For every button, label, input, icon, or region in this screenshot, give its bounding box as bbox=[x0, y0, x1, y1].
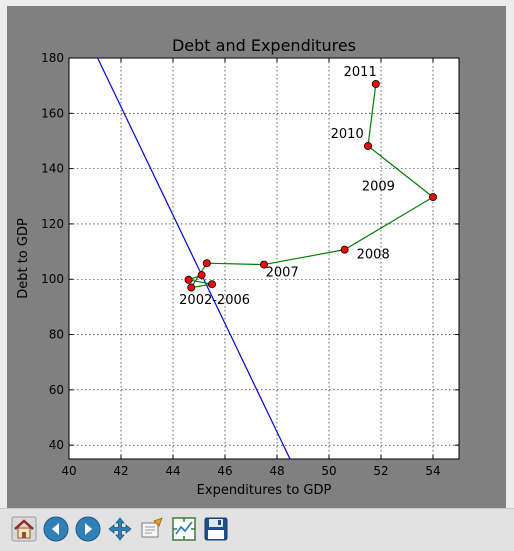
year-annotation: 2009 bbox=[362, 180, 395, 195]
year-annotation: 2007 bbox=[266, 265, 299, 280]
series-layer bbox=[97, 58, 437, 459]
data-point bbox=[197, 271, 206, 280]
axis-ticks: 40 42 44 46 48 50 52 54 40 60 80 100 120 140 160 180 bbox=[41, 51, 459, 478]
home-icon bbox=[11, 516, 37, 542]
figure-canvas: 40 42 44 46 48 50 52 54 40 60 80 100 120 140 160 180 20… bbox=[7, 6, 506, 508]
annotations: 2002-2006 2007 2008 2009 2010 2011 bbox=[179, 65, 395, 308]
x-axis-label: Expenditures to GDP bbox=[197, 483, 332, 498]
back-button[interactable] bbox=[42, 515, 70, 543]
year-annotation: 2008 bbox=[357, 248, 390, 263]
series-0-line bbox=[97, 58, 291, 459]
chart-title: Debt and Expenditures bbox=[172, 36, 356, 55]
floppy-disk-icon bbox=[204, 517, 228, 541]
x-tick-label: 54 bbox=[425, 464, 440, 478]
forward-button[interactable] bbox=[74, 515, 102, 543]
data-point bbox=[363, 141, 372, 150]
subplots-icon bbox=[172, 517, 196, 541]
x-tick-label: 42 bbox=[113, 464, 128, 478]
move-icon bbox=[108, 517, 132, 541]
y-tick-label: 160 bbox=[41, 106, 64, 120]
y-tick-label: 80 bbox=[49, 328, 64, 342]
data-point bbox=[428, 193, 437, 202]
y-tick-label: 180 bbox=[41, 51, 64, 65]
zoom-rect-icon bbox=[141, 517, 163, 538]
series-1-line bbox=[186, 83, 435, 289]
data-point bbox=[259, 260, 268, 269]
back-arrow-icon bbox=[43, 516, 69, 542]
data-point bbox=[371, 79, 380, 88]
grid bbox=[69, 58, 459, 459]
y-tick-label: 120 bbox=[41, 217, 64, 231]
y-tick-label: 140 bbox=[41, 162, 64, 176]
home-button[interactable] bbox=[10, 515, 38, 543]
y-tick-label: 40 bbox=[49, 438, 64, 452]
plot-area bbox=[68, 57, 460, 460]
year-annotation: 2010 bbox=[331, 127, 364, 142]
x-tick-label: 40 bbox=[61, 464, 76, 478]
zoom-button[interactable] bbox=[138, 515, 166, 543]
x-tick-label: 44 bbox=[165, 464, 180, 478]
toolbar bbox=[0, 508, 514, 551]
x-tick-label: 50 bbox=[321, 464, 336, 478]
data-point bbox=[340, 245, 349, 254]
x-tick-label: 52 bbox=[373, 464, 388, 478]
data-point bbox=[184, 275, 193, 284]
data-point bbox=[187, 283, 196, 292]
data-point bbox=[202, 259, 211, 268]
save-button[interactable] bbox=[202, 515, 230, 543]
chart: 40 42 44 46 48 50 52 54 40 60 80 100 120 140 160 180 20… bbox=[16, 36, 460, 498]
year-annotation: 2011 bbox=[344, 65, 377, 80]
x-tick-label: 48 bbox=[269, 464, 284, 478]
x-tick-label: 46 bbox=[217, 464, 232, 478]
forward-arrow-icon bbox=[75, 516, 101, 542]
year-annotation: 2002-2006 bbox=[179, 293, 250, 308]
pan-button[interactable] bbox=[106, 515, 134, 543]
data-point bbox=[207, 280, 216, 289]
y-tick-label: 100 bbox=[41, 272, 64, 286]
y-tick-label: 60 bbox=[49, 383, 64, 397]
y-axis-label: Debt to GDP bbox=[16, 218, 31, 299]
configure-subplots-button[interactable] bbox=[170, 515, 198, 543]
